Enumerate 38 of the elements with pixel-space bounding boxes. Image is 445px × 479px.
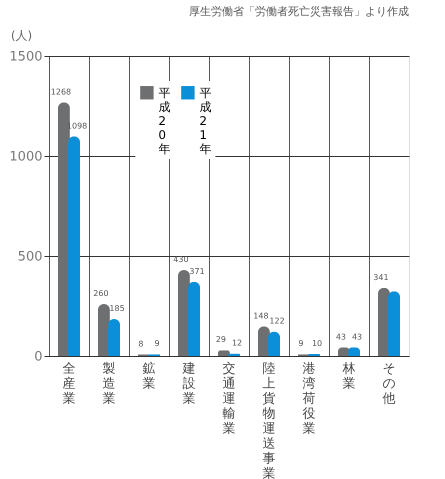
y-tick-label: 0 — [34, 350, 42, 364]
legend-label: 平成21年 — [199, 86, 212, 156]
data-label: 10 — [312, 339, 322, 348]
data-label: 8 — [138, 339, 144, 348]
data-label: 148 — [253, 311, 269, 320]
x-tick-label: 陸上貨物運送事業 — [262, 362, 276, 479]
bar — [268, 332, 280, 356]
data-label: 29 — [216, 335, 226, 344]
x-tick-label: 林業 — [342, 362, 356, 392]
data-label: 9 — [154, 339, 160, 348]
y-axis-title: (人) — [10, 28, 32, 42]
x-tick-label: その他 — [382, 362, 396, 406]
data-label: 9 — [298, 339, 304, 348]
y-tick-label: 1000 — [9, 150, 42, 164]
x-tick-label: 製造業 — [102, 362, 116, 406]
legend-label: 平成20年 — [158, 86, 170, 156]
x-tick-label: 建設業 — [182, 362, 196, 406]
bar — [188, 282, 200, 356]
y-tick-label: 500 — [18, 250, 42, 264]
x-tick-label: 全産業 — [62, 362, 76, 406]
text: 厚生労働省「労働者死亡災害報告」より作成 — [189, 5, 409, 18]
data-label: 371 — [189, 266, 205, 276]
data-label: 43 — [352, 332, 362, 342]
data-label: 260 — [93, 289, 109, 298]
bar — [108, 319, 120, 356]
data-label: 43 — [336, 332, 346, 342]
data-label: 12 — [232, 338, 242, 348]
x-tick-label: 交通運輸業 — [222, 360, 236, 436]
bar — [68, 136, 80, 356]
data-label: 122 — [269, 316, 285, 326]
data-label: 341 — [373, 272, 389, 282]
x-tick-label: 鉱業 — [142, 362, 156, 392]
data-label: 185 — [109, 304, 125, 313]
data-label: 430 — [173, 255, 189, 264]
y-tick-label: 1500 — [9, 50, 42, 64]
bar — [388, 291, 400, 356]
data-label: 1268 — [50, 87, 72, 96]
x-tick-label: 港湾荷役業 — [302, 362, 316, 436]
